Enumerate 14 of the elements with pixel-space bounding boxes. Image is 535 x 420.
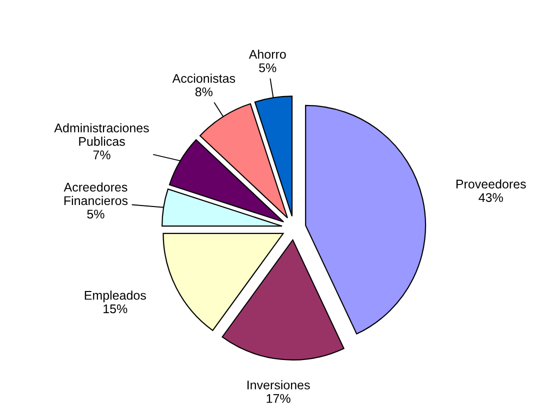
slice-label: Empleados xyxy=(84,290,146,302)
data-label: 7% xyxy=(93,150,110,160)
slice-label: Accionistas xyxy=(172,74,236,83)
data-label: 8% xyxy=(195,87,212,96)
data-label: 5% xyxy=(87,210,104,219)
slice-label: Acreedores Financieros xyxy=(64,182,128,206)
data-label: 17% xyxy=(266,394,290,403)
data-label: 5% xyxy=(259,63,276,72)
data-label: 15% xyxy=(104,304,128,314)
slice-label: Inversiones xyxy=(248,380,310,390)
slice-label: Administraciones Publicas xyxy=(54,123,149,146)
slice-label: Proveedores xyxy=(456,179,526,189)
data-label: 43% xyxy=(478,193,503,202)
slice-label: Ahorro xyxy=(248,50,286,59)
